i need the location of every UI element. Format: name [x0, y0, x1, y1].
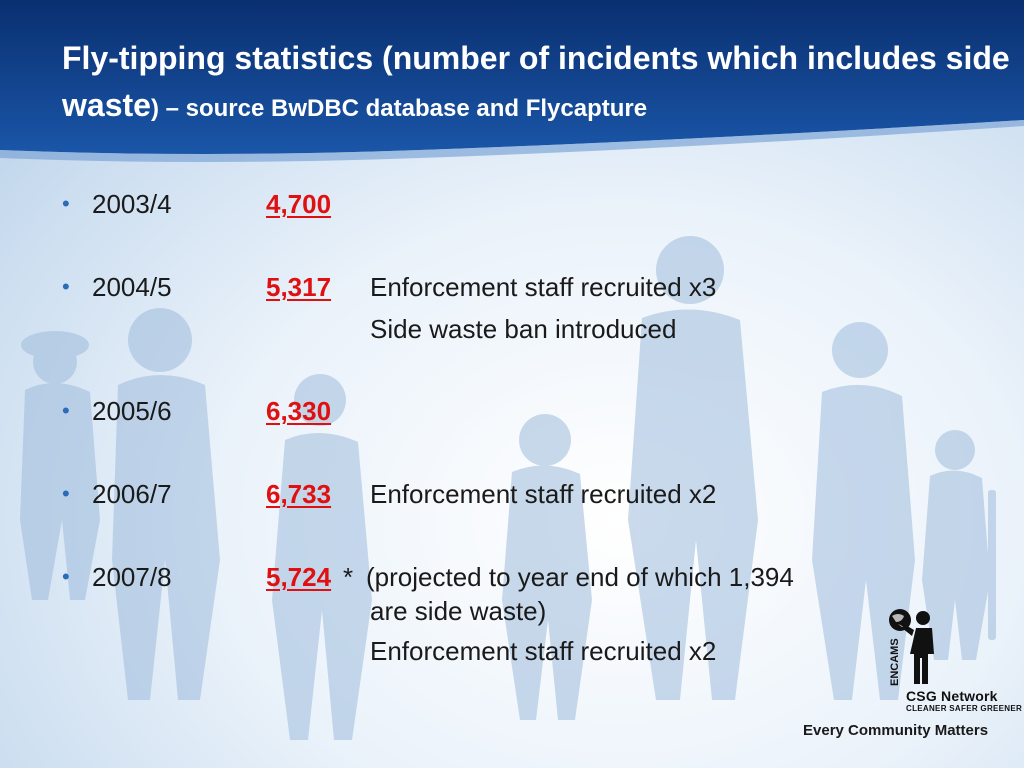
list-item: • 2006/7 6,733 Enforcement staff recruit… — [0, 476, 1024, 512]
list-item: • 2007/8 5,724 * (projected to year end … — [0, 559, 1024, 595]
row-note: (projected to year end of which 1,394 — [366, 562, 794, 592]
slide-title: Fly-tipping statistics (number of incide… — [62, 38, 1012, 132]
row-note: Enforcement staff recruited x2 — [370, 479, 717, 509]
list-item: • 2003/4 4,700 — [0, 186, 1024, 222]
encams-figure-globe-logo: ENCAMS — [889, 609, 934, 686]
header-banner — [0, 0, 1024, 175]
incident-count: 4,700 — [266, 189, 332, 219]
year-label: 2006/7 — [92, 479, 172, 509]
bullet-dot-icon: • — [62, 191, 70, 216]
incident-count: 5,724 — [266, 562, 332, 592]
bullet-dot-icon: • — [62, 274, 70, 299]
logo-tagline: CLEANER SAFER GREENER — [906, 704, 1023, 713]
year-label: 2003/4 — [92, 189, 172, 219]
list-item: • 2004/5 5,317 Enforcement staff recruit… — [0, 269, 1024, 305]
year-label: 2007/8 — [92, 562, 172, 592]
row-note: Enforcement staff recruited x2 — [370, 636, 717, 666]
list-item: • 2005/6 6,330 — [0, 393, 1024, 429]
footer-tagline: Every Community Matters — [803, 722, 989, 739]
header-wave-shape — [0, 0, 1024, 162]
row-note: Side waste ban introduced — [370, 314, 677, 344]
row-note: are side waste) — [370, 596, 547, 626]
row-note: Enforcement staff recruited x3 — [370, 272, 717, 302]
year-label: 2005/6 — [92, 396, 172, 426]
logo-network-name: CSG Network — [906, 688, 998, 704]
bullet-dot-icon: • — [62, 398, 70, 423]
title-main: Fly-tipping statistics (number of incide… — [62, 40, 1010, 123]
incident-count: 6,733 — [266, 479, 332, 509]
incident-count: 5,317 — [266, 272, 332, 302]
title-source: ) – source BwDBC database and Flycapture — [150, 95, 648, 122]
bullet-dot-icon: • — [62, 481, 70, 506]
year-label: 2004/5 — [92, 272, 172, 302]
bullet-dot-icon: • — [62, 564, 70, 589]
logo-vertical-text: ENCAMS — [889, 638, 901, 686]
incident-count: 6,330 — [266, 396, 332, 426]
asterisk-mark: * — [343, 562, 354, 592]
